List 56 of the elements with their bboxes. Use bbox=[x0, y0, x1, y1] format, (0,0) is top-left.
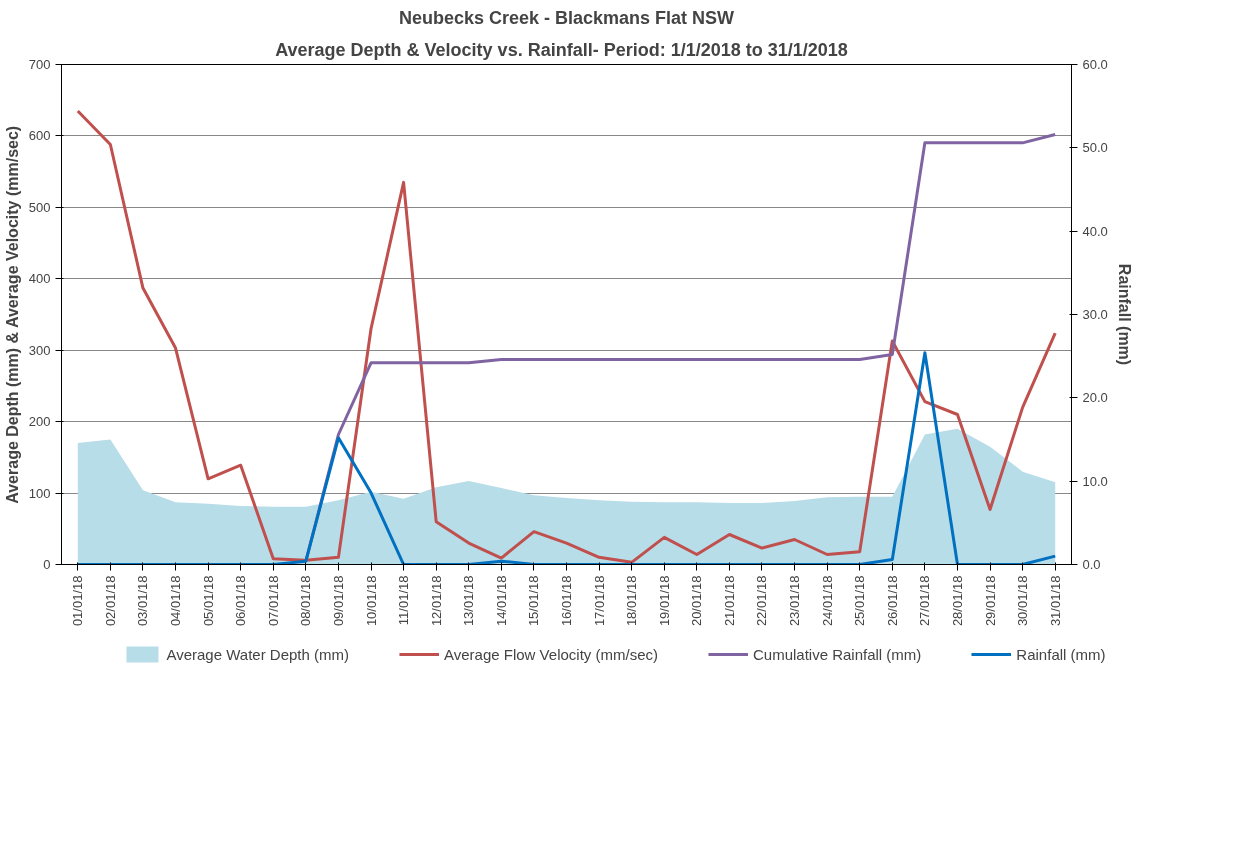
x-tick-label: 09/01/18 bbox=[330, 575, 346, 627]
x-tick-label: 23/01/18 bbox=[787, 575, 803, 627]
x-tick-label: 14/01/18 bbox=[493, 575, 509, 627]
x-tick-label: 22/01/18 bbox=[754, 575, 770, 627]
x-tick-label: 31/01/18 bbox=[1047, 575, 1063, 627]
x-tick-label: 11/01/18 bbox=[396, 575, 412, 626]
y2-tick-label: 0.0 bbox=[1082, 557, 1101, 572]
x-tick-label: 29/01/18 bbox=[982, 575, 998, 627]
x-tick-label: 08/01/18 bbox=[298, 575, 314, 627]
y2-tick-label: 30.0 bbox=[1082, 307, 1108, 322]
legend-label: Rainfall (mm) bbox=[1016, 645, 1106, 663]
y-tick-label: 300 bbox=[28, 342, 51, 358]
x-tick-label: 10/01/18 bbox=[363, 575, 379, 627]
x-tick-label: 21/01/18 bbox=[721, 575, 737, 627]
x-tick-label: 28/01/18 bbox=[949, 575, 965, 627]
x-tick-label: 01/01/18 bbox=[70, 575, 86, 627]
x-tick-label: 07/01/18 bbox=[265, 575, 281, 627]
legend-label: Average Flow Velocity (mm/sec) bbox=[444, 645, 658, 663]
x-tick-label: 16/01/18 bbox=[559, 575, 574, 627]
y-tick-label: 500 bbox=[28, 199, 51, 215]
x-tick-label: 27/01/18 bbox=[917, 575, 933, 627]
y2-tick-label: 20.0 bbox=[1082, 390, 1108, 406]
legend-label: Cumulative Rainfall (mm) bbox=[752, 645, 922, 663]
y-tick-label: 400 bbox=[28, 271, 51, 287]
x-tick-label: 05/01/18 bbox=[200, 575, 216, 627]
y-tick-label: 700 bbox=[28, 57, 51, 72]
x-tick-label: 17/01/18 bbox=[591, 575, 607, 627]
x-tick-label: 04/01/18 bbox=[168, 575, 184, 627]
x-tick-label: 30/01/18 bbox=[1015, 575, 1031, 627]
line-series bbox=[76, 351, 1057, 565]
y2-tick-label: 50.0 bbox=[1082, 140, 1108, 156]
y2-tick-label: 60.0 bbox=[1082, 57, 1108, 72]
y-tick-label: 100 bbox=[28, 485, 51, 501]
x-tick-label: 24/01/18 bbox=[819, 575, 835, 627]
y-axis-title: Average Depth (mm) & Average Velocity (mm/sec) bbox=[3, 125, 21, 504]
x-tick-label: 18/01/18 bbox=[624, 575, 640, 627]
x-tick-label: 26/01/18 bbox=[884, 575, 900, 627]
chart-subtitle: Average Depth & Velocity vs. Rainfall- Period: 1/1/2018 to 31/1/2018 bbox=[275, 39, 848, 60]
x-tick-label: 13/01/18 bbox=[461, 575, 477, 627]
x-tick-label: 15/01/18 bbox=[526, 575, 542, 627]
chart-title: Neubecks Creek - Blackmans Flat NSW bbox=[398, 7, 735, 28]
y2-tick-label: 40.0 bbox=[1082, 223, 1108, 239]
y-tick-label: 0 bbox=[43, 557, 51, 572]
x-tick-label: 25/01/18 bbox=[852, 575, 868, 627]
x-tick-label: 20/01/18 bbox=[689, 575, 705, 627]
x-tick-label: 19/01/18 bbox=[656, 575, 672, 627]
x-tick-label: 02/01/18 bbox=[102, 575, 118, 627]
x-tick-label: 03/01/18 bbox=[135, 575, 151, 627]
x-tick-label: 06/01/18 bbox=[233, 575, 249, 627]
y-tick-label: 600 bbox=[28, 128, 51, 144]
legend-label: Average Water Depth (mm) bbox=[166, 645, 350, 663]
y2-axis-title: Rainfall (mm) bbox=[1115, 263, 1133, 366]
x-tick-label: 12/01/18 bbox=[428, 575, 444, 627]
y2-tick-label: 10.0 bbox=[1082, 473, 1108, 489]
line-series bbox=[76, 109, 1057, 564]
y-tick-label: 200 bbox=[28, 414, 51, 430]
